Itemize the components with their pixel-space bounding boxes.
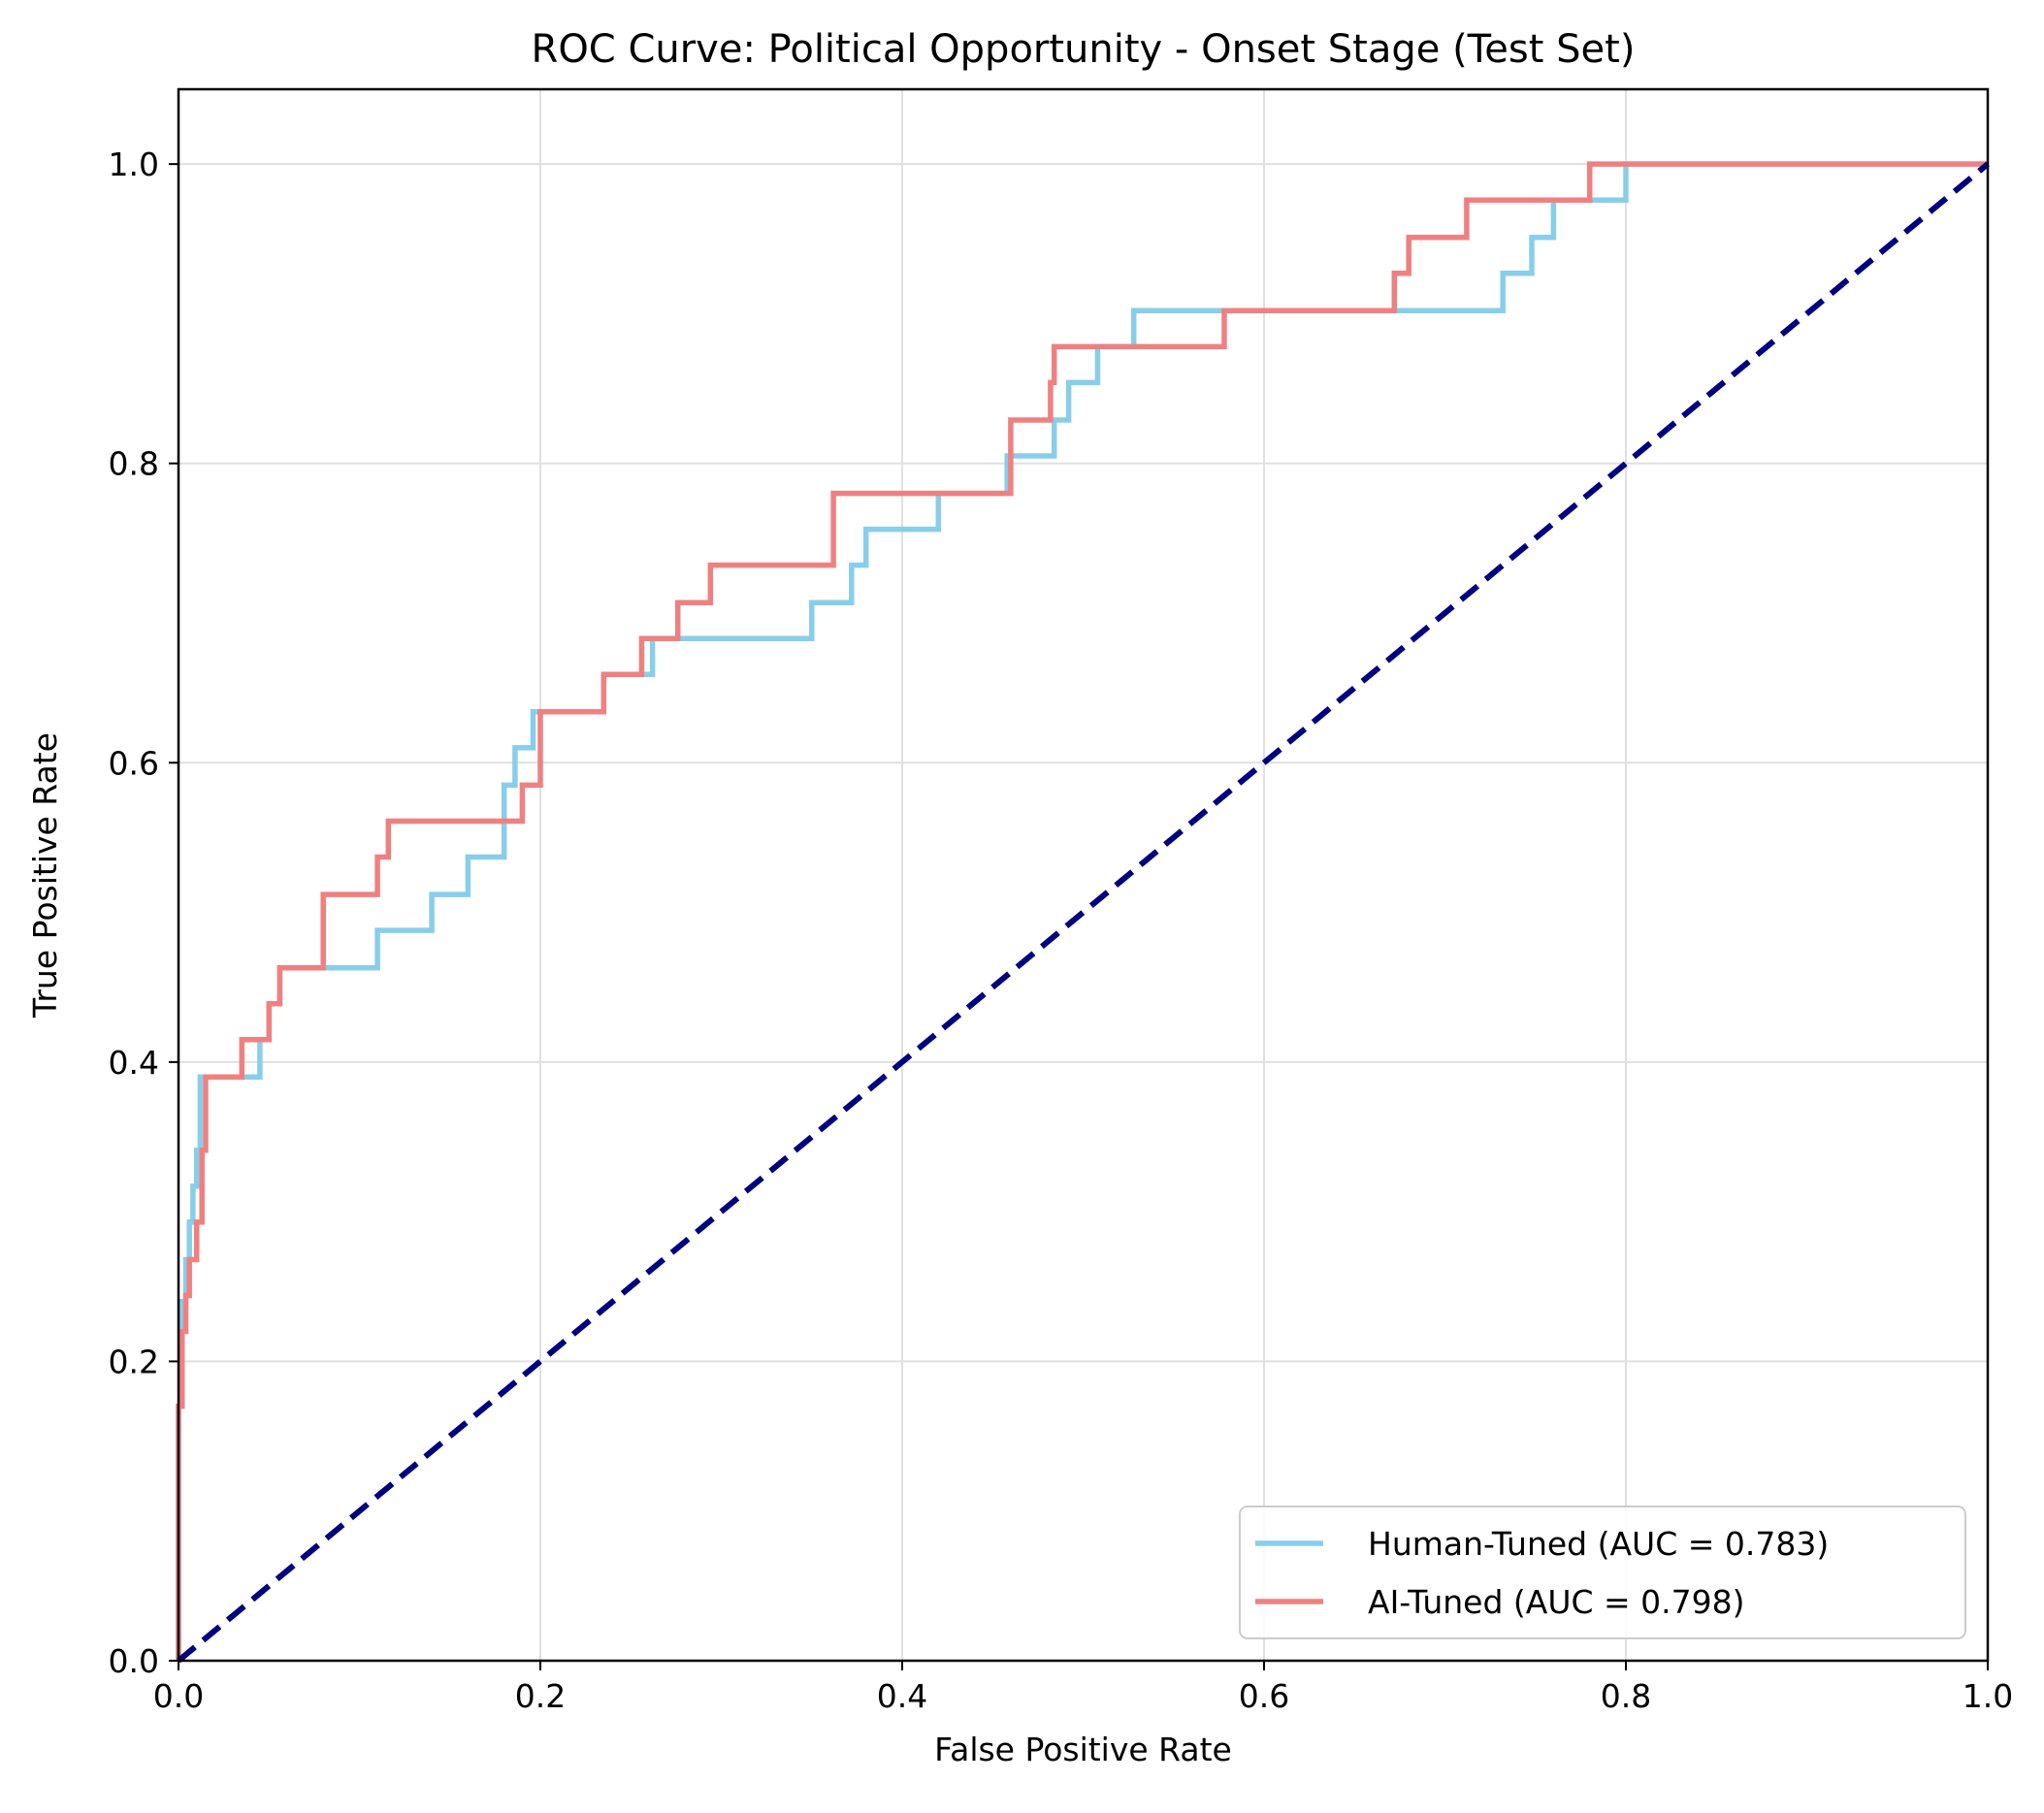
y-tick-label: 0.8 <box>109 445 159 483</box>
y-tick-label: 1.0 <box>109 146 159 183</box>
legend-entry-label: Human-Tuned (AUC = 0.783) <box>1368 1525 1829 1563</box>
x-tick-label: 0.0 <box>153 1677 204 1715</box>
x-tick-label: 0.8 <box>1601 1677 1651 1715</box>
legend: Human-Tuned (AUC = 0.783) AI-Tuned (AUC =… <box>1239 1505 1966 1639</box>
chart-title: ROC Curve: Political Opportunity - Onset… <box>532 27 1636 72</box>
diagonal-reference-line <box>177 161 1990 1664</box>
x-axis-label: False Positive Rate <box>934 1731 1232 1768</box>
y-tick-label: 0.4 <box>109 1044 159 1082</box>
x-tick-label: 0.6 <box>1239 1677 1289 1715</box>
ticks: 0.0 0.2 0.4 0.6 0.8 1.0 0.0 0.2 0.4 0.6 0.8 1.0 <box>109 146 2014 1715</box>
legend-entry-label: AI-Tuned (AUC = 0.798) <box>1368 1583 1745 1621</box>
y-tick-label: 0.2 <box>109 1343 159 1380</box>
x-tick-label: 0.2 <box>515 1677 566 1715</box>
x-tick-label: 1.0 <box>1963 1677 2013 1715</box>
y-axis-label: True Positive Rate <box>26 732 64 1019</box>
plot-frame <box>177 87 1990 1663</box>
y-tick-label: 0.6 <box>109 744 159 782</box>
grid <box>178 89 1989 1662</box>
x-tick-label: 0.4 <box>877 1677 927 1715</box>
series-line-1 <box>176 161 1988 1661</box>
legend-box <box>1239 1505 1966 1639</box>
y-tick-label: 0.0 <box>109 1642 159 1680</box>
series-layer <box>176 161 1990 1664</box>
